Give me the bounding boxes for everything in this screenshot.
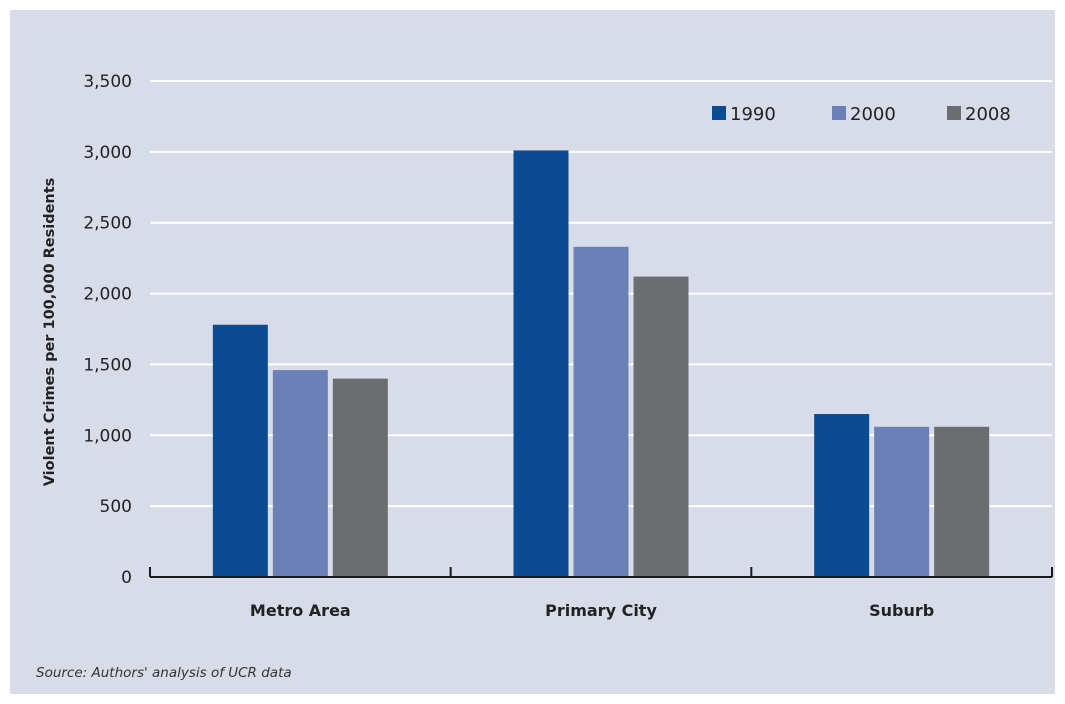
category-labels: Metro Area Primary City Suburb <box>250 601 934 620</box>
x-axis <box>149 567 1053 578</box>
y-tick-label: 3,000 <box>83 143 132 163</box>
y-axis-label: Violent Crimes per 100,000 Residents <box>42 178 58 487</box>
category-label: Suburb <box>869 601 934 620</box>
bar-1990-primary-city <box>513 150 569 577</box>
legend-label: 2008 <box>965 104 1011 125</box>
legend-swatch <box>947 106 961 120</box>
y-tick-label: 0 <box>121 568 132 588</box>
y-tick-label: 3,500 <box>83 72 132 92</box>
y-tick-labels: 0 500 1,000 1,500 2,000 2,500 3,000 3,500 <box>83 72 132 588</box>
bar-2008-suburb <box>934 426 990 577</box>
y-tick-label: 2,500 <box>83 214 132 234</box>
legend-label: 2000 <box>850 104 896 125</box>
legend-label: 1990 <box>730 104 776 125</box>
source-note: Source: Authors' analysis of UCR data <box>36 665 292 681</box>
bars <box>212 150 990 577</box>
bar-1990-metro-area <box>212 324 268 577</box>
y-tick-label: 500 <box>100 497 132 517</box>
bar-2000-metro-area <box>272 370 328 577</box>
bar-2000-primary-city <box>573 246 629 577</box>
bar-2008-primary-city <box>633 276 689 577</box>
bar-1990-suburb <box>814 414 870 577</box>
bar-2000-suburb <box>874 426 930 577</box>
legend: 1990 2000 2008 <box>712 104 1011 125</box>
category-label: Metro Area <box>250 601 351 620</box>
category-label: Primary City <box>545 601 657 620</box>
legend-swatch <box>712 106 726 120</box>
y-tick-label: 1,500 <box>83 355 132 375</box>
legend-swatch <box>832 106 846 120</box>
bar-2008-metro-area <box>332 378 388 577</box>
y-tick-label: 2,000 <box>83 285 132 305</box>
y-tick-label: 1,000 <box>83 426 132 446</box>
